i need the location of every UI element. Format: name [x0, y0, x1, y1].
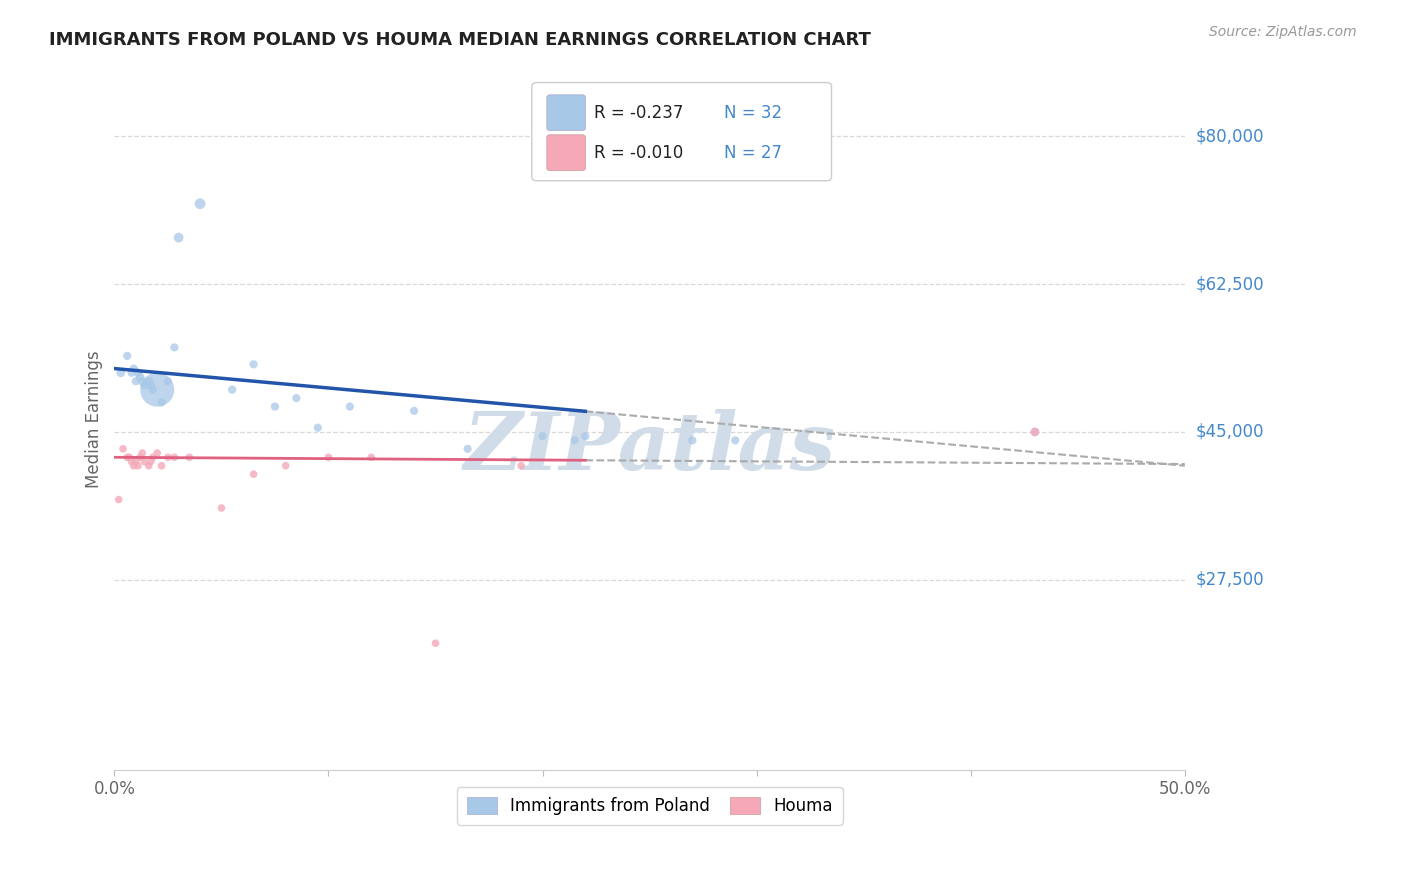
- FancyBboxPatch shape: [547, 135, 585, 170]
- Point: [425, 636, 447, 650]
- Point: [1024, 425, 1046, 439]
- Point: [681, 434, 703, 448]
- Point: [318, 450, 340, 465]
- Text: $62,500: $62,500: [1197, 275, 1264, 293]
- Point: [574, 429, 596, 443]
- Point: [139, 454, 162, 468]
- Text: N = 27: N = 27: [724, 144, 783, 161]
- Legend: Immigrants from Poland, Houma: Immigrants from Poland, Houma: [457, 787, 842, 825]
- Point: [724, 434, 747, 448]
- Point: [129, 450, 152, 465]
- Point: [339, 400, 361, 414]
- Point: [1024, 425, 1046, 439]
- Point: [139, 378, 162, 392]
- Point: [163, 450, 186, 465]
- Point: [179, 450, 201, 465]
- Text: $80,000: $80,000: [1197, 128, 1264, 145]
- Point: [264, 400, 287, 414]
- Point: [122, 361, 145, 376]
- Point: [188, 196, 211, 211]
- Point: [163, 340, 186, 354]
- Text: R = -0.237: R = -0.237: [593, 103, 683, 121]
- Point: [121, 454, 143, 468]
- Point: [146, 383, 169, 397]
- Point: [131, 374, 153, 388]
- Point: [156, 374, 179, 388]
- Point: [150, 395, 173, 409]
- Point: [142, 383, 165, 397]
- Point: [242, 357, 264, 371]
- Point: [131, 446, 153, 460]
- Point: [125, 454, 148, 468]
- Point: [127, 366, 149, 380]
- Text: Source: ZipAtlas.com: Source: ZipAtlas.com: [1209, 25, 1357, 39]
- Y-axis label: Median Earnings: Median Earnings: [86, 351, 103, 488]
- Point: [156, 450, 179, 465]
- Point: [122, 458, 145, 473]
- Point: [121, 366, 143, 380]
- Point: [167, 230, 190, 244]
- Text: $27,500: $27,500: [1197, 571, 1264, 589]
- Point: [209, 501, 232, 516]
- Point: [111, 442, 134, 456]
- Point: [242, 467, 264, 482]
- Point: [404, 404, 426, 418]
- Point: [107, 492, 129, 507]
- Point: [134, 378, 156, 392]
- Point: [274, 458, 297, 473]
- Point: [127, 458, 149, 473]
- Point: [142, 450, 165, 465]
- Point: [531, 429, 554, 443]
- Point: [118, 450, 141, 465]
- Point: [146, 446, 169, 460]
- Point: [138, 374, 160, 388]
- Point: [307, 420, 329, 434]
- Text: N = 32: N = 32: [724, 103, 783, 121]
- Point: [221, 383, 243, 397]
- FancyBboxPatch shape: [547, 95, 585, 130]
- Point: [360, 450, 382, 465]
- Text: R = -0.010: R = -0.010: [593, 144, 683, 161]
- FancyBboxPatch shape: [531, 83, 831, 181]
- Point: [110, 366, 132, 380]
- Point: [457, 442, 479, 456]
- Point: [117, 349, 139, 363]
- Point: [510, 458, 533, 473]
- Point: [117, 450, 139, 465]
- Point: [285, 391, 308, 405]
- Point: [134, 454, 156, 468]
- Text: ZIPatlas: ZIPatlas: [464, 409, 835, 486]
- Point: [138, 458, 160, 473]
- Point: [125, 374, 148, 388]
- Point: [129, 370, 152, 384]
- Point: [564, 434, 586, 448]
- Text: IMMIGRANTS FROM POLAND VS HOUMA MEDIAN EARNINGS CORRELATION CHART: IMMIGRANTS FROM POLAND VS HOUMA MEDIAN E…: [49, 31, 872, 49]
- Point: [150, 458, 173, 473]
- Text: $45,000: $45,000: [1197, 423, 1264, 441]
